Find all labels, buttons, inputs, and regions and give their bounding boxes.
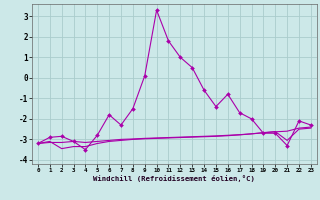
X-axis label: Windchill (Refroidissement éolien,°C): Windchill (Refroidissement éolien,°C) (93, 175, 255, 182)
